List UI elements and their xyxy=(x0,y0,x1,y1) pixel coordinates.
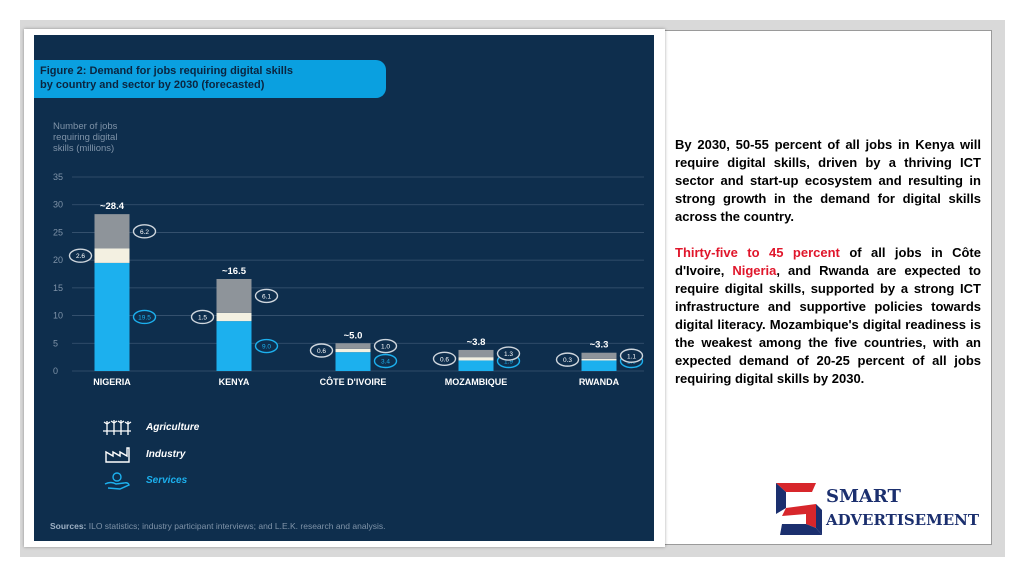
data-label: 2.6 xyxy=(76,253,85,260)
bar-services xyxy=(458,360,494,371)
category-label: MOZAMBIQUE xyxy=(445,377,508,387)
chart-panel: Figure 2: Demand for jobs requiring digi… xyxy=(34,35,654,541)
smart-advertisement-logo: SMART ADVERTISEMENT xyxy=(772,480,980,538)
data-label: 19.5 xyxy=(138,314,151,321)
data-label-bubble xyxy=(254,338,279,354)
y-tick-label: 15 xyxy=(53,283,63,293)
logo-s-icon xyxy=(776,483,822,535)
hand-service-icon xyxy=(104,472,130,490)
data-label: 9.0 xyxy=(262,344,271,351)
data-label: 0.6 xyxy=(317,348,326,355)
y-tick-label: 5 xyxy=(53,338,58,348)
sources-label: Sources: xyxy=(50,521,87,531)
y-tick-label: 30 xyxy=(53,200,63,210)
paragraph-other-countries: Thirty-five to 45 percent of all jobs in… xyxy=(675,244,981,388)
data-label-bubble xyxy=(254,288,279,304)
legend-item-services: Services xyxy=(102,470,187,490)
figure-title-line-1: Figure 2: Demand for jobs requiring digi… xyxy=(40,65,294,77)
bar-agriculture xyxy=(581,352,617,359)
bar-industry xyxy=(94,248,130,263)
data-label-bubble xyxy=(132,309,157,325)
data-label-bubble xyxy=(309,343,334,358)
data-label-bubble xyxy=(373,353,398,369)
total-label: ~16.5 xyxy=(222,266,247,277)
sources-note: Sources: ILO statistics; industry partic… xyxy=(50,521,385,531)
y-tick-label: 0 xyxy=(53,366,58,376)
data-label-bubble xyxy=(132,224,157,239)
data-label: 1.9 xyxy=(504,359,513,366)
y-axis-label: Number of jobs requiring digital skills … xyxy=(53,121,153,154)
legend-item-agriculture: Agriculture xyxy=(102,417,199,437)
y-axis-label-line: requiring digital xyxy=(53,132,118,143)
data-label: 3.4 xyxy=(381,359,390,366)
highlight-percent: Thirty-five to 45 percent xyxy=(675,245,840,260)
total-label: ~5.0 xyxy=(344,330,363,341)
figure-title: Figure 2: Demand for jobs requiring digi… xyxy=(40,64,380,92)
bar-chart: 0 5 10 15 20 25 30 35 ~28.4 NIGERIA 19.5 2.6 6.2 ~16.… xyxy=(53,172,644,387)
bar-agriculture xyxy=(94,214,130,249)
data-label: 0.6 xyxy=(440,356,449,363)
logo-text-smart: SMART xyxy=(826,486,901,507)
data-label-bubble xyxy=(373,338,398,354)
bar-agriculture xyxy=(458,349,494,358)
bar-industry xyxy=(581,358,617,361)
bar-agriculture xyxy=(216,278,252,313)
data-label-bubble xyxy=(496,346,521,361)
wheat-icon xyxy=(103,420,132,435)
y-axis-label-line: skills (millions) xyxy=(53,143,115,154)
bar-industry xyxy=(335,348,371,353)
legend-item-industry: Industry xyxy=(102,444,185,464)
y-tick-label: 10 xyxy=(53,311,63,321)
bar-services xyxy=(216,321,252,371)
category-label: NIGERIA xyxy=(93,377,131,387)
data-label-bubble xyxy=(555,352,580,367)
total-label: ~28.4 xyxy=(100,201,125,212)
data-label-bubble xyxy=(619,348,644,363)
category-label: RWANDA xyxy=(579,377,620,387)
data-label-bubble xyxy=(432,351,457,367)
paragraph-text: , and Rwanda are expected to require dig… xyxy=(675,263,981,386)
y-tick-label: 25 xyxy=(53,227,63,237)
data-label: 1.3 xyxy=(504,351,513,358)
data-label-bubble xyxy=(68,248,93,263)
data-label: 1.5 xyxy=(198,314,207,321)
sources-text: ILO statistics; industry participant int… xyxy=(88,521,386,531)
total-label: ~3.3 xyxy=(590,340,609,351)
bar-services xyxy=(335,352,371,371)
figure-image: Figure 2: Demand for jobs requiring digi… xyxy=(24,29,665,547)
y-tick-label: 20 xyxy=(53,255,63,265)
bar-agriculture xyxy=(335,343,371,349)
legend-label: Agriculture xyxy=(146,421,200,433)
y-axis-label-line: Number of jobs xyxy=(53,121,118,132)
data-label: 1.1 xyxy=(627,353,636,360)
bar-industry xyxy=(458,357,494,361)
data-label: 6.1 xyxy=(262,293,271,300)
paragraph-kenya: By 2030, 50-55 percent of all jobs in Ke… xyxy=(675,137,981,224)
bar-industry xyxy=(216,312,252,322)
bar-services xyxy=(581,360,617,371)
category-label: CÔTE D'IVOIRE xyxy=(320,376,387,387)
bar-services xyxy=(94,262,130,371)
data-label-bubble xyxy=(190,309,215,325)
logo-text-advertisement: ADVERTISEMENT xyxy=(826,511,980,529)
data-label: 0.3 xyxy=(563,357,572,364)
figure-title-line-2: by country and sector by 2030 (forecaste… xyxy=(40,79,265,91)
paragraph-text: of all jobs in Côte d'Ivoire, xyxy=(675,245,981,278)
y-tick-label: 35 xyxy=(53,172,63,182)
category-label: KENYA xyxy=(219,377,250,387)
data-label: 6.2 xyxy=(140,229,149,236)
body-text: By 2030, 50-55 percent of all jobs in Ke… xyxy=(675,136,981,406)
factory-icon xyxy=(105,447,130,463)
data-label: 1.0 xyxy=(381,344,390,351)
figure-title-box: Figure 2: Demand for jobs requiring digi… xyxy=(34,60,386,98)
legend-label: Services xyxy=(146,474,188,486)
highlight-nigeria: Nigeria xyxy=(732,263,777,278)
total-label: ~3.8 xyxy=(467,337,486,348)
legend-label: Industry xyxy=(146,448,186,460)
